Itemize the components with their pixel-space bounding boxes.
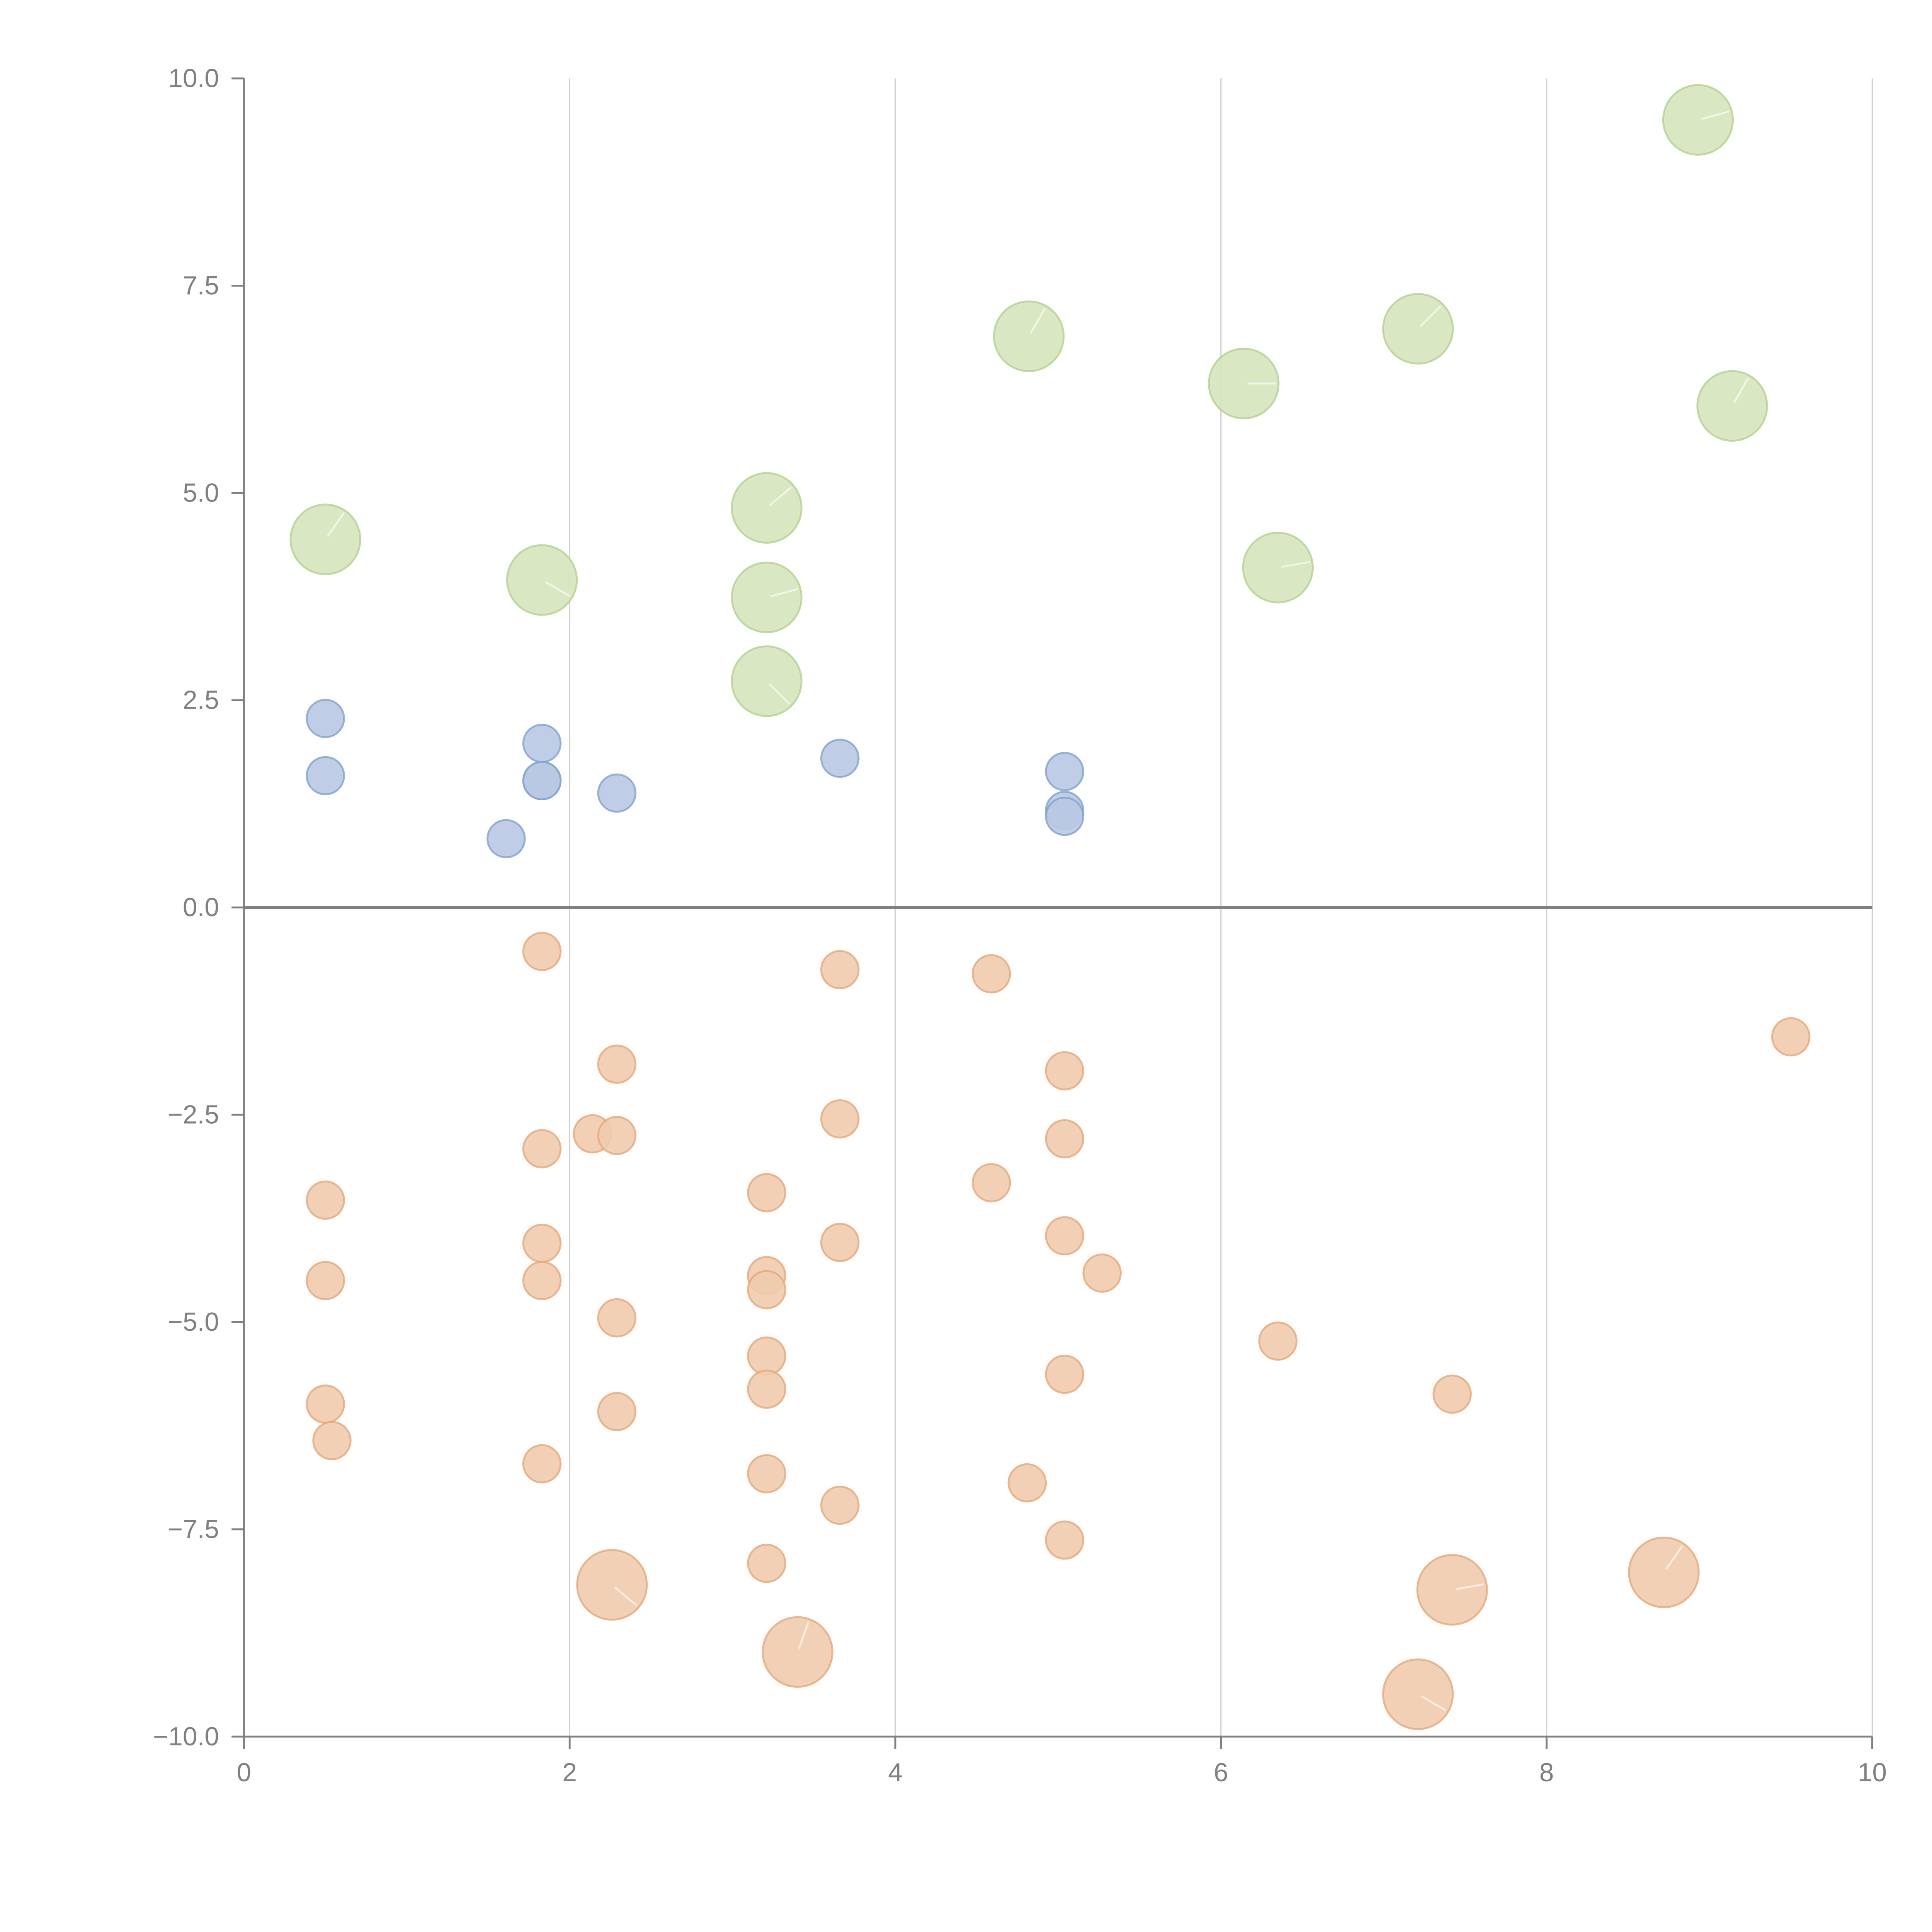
marker-highlight (1665, 1545, 1684, 1570)
data-point-orange-34 (820, 1485, 860, 1525)
data-point-orange-12 (747, 1173, 786, 1213)
data-point-orange-large-1 (762, 1616, 833, 1688)
data-point-orange-24 (747, 1336, 786, 1376)
x-tick-label: 10 (1858, 1758, 1887, 1787)
y-tick-label: 10.0 (168, 64, 219, 93)
marker-highlight (1456, 1583, 1485, 1590)
marker-highlight (769, 683, 791, 705)
data-point-orange-28 (306, 1384, 345, 1424)
data-point-orange-33 (1007, 1463, 1047, 1503)
data-point-orange-21 (747, 1270, 786, 1310)
data-point-orange-6 (820, 1099, 860, 1139)
series-blue (306, 699, 1084, 859)
data-point-green-2 (731, 472, 803, 544)
marker-highlight (1030, 308, 1046, 334)
data-point-blue-5 (486, 819, 526, 859)
data-point-green-3 (731, 561, 803, 633)
data-point-orange-9 (1045, 1119, 1084, 1158)
data-point-blue-0 (306, 699, 345, 738)
marker-highlight (327, 512, 345, 537)
data-point-orange-4 (597, 1044, 637, 1084)
data-point-orange-16 (522, 1223, 562, 1263)
series-orange-large (576, 1536, 1700, 1730)
data-point-orange-11 (971, 1163, 1011, 1202)
data-point-orange-30 (312, 1421, 352, 1460)
data-point-orange-large-4 (1382, 1658, 1454, 1730)
data-point-green-10 (1696, 370, 1768, 442)
y-tick-label: 0.0 (183, 893, 219, 922)
data-point-green-5 (993, 300, 1065, 372)
y-tick-label: −7.5 (167, 1515, 219, 1544)
data-point-blue-8 (1045, 752, 1084, 791)
data-point-orange-17 (1082, 1253, 1122, 1293)
x-tick-label: 0 (237, 1758, 252, 1787)
data-point-orange-29 (597, 1392, 637, 1431)
data-point-orange-large-2 (1416, 1554, 1488, 1626)
data-point-orange-25 (1045, 1354, 1084, 1394)
data-point-green-9 (1662, 84, 1734, 156)
data-point-orange-large-3 (1628, 1536, 1700, 1608)
y-tick-label: −10.0 (153, 1722, 219, 1751)
series-orange (306, 932, 1811, 1583)
data-point-orange-3 (1771, 1017, 1811, 1057)
series-green (289, 84, 1768, 717)
data-point-orange-1 (820, 950, 860, 990)
data-point-blue-4 (522, 761, 562, 801)
data-point-orange-0 (522, 932, 562, 971)
y-tick-label: 2.5 (183, 686, 219, 715)
data-point-orange-20 (522, 1261, 562, 1300)
data-point-green-4 (731, 645, 803, 717)
data-point-orange-26 (747, 1369, 786, 1409)
y-tick-label: −2.5 (167, 1100, 219, 1129)
marker-highlight (1733, 377, 1749, 403)
y-tick-label: −5.0 (167, 1308, 219, 1337)
x-tick-label: 2 (562, 1758, 577, 1787)
marker-highlight (1281, 561, 1310, 568)
data-point-orange-32 (747, 1454, 786, 1493)
marker-highlight (1420, 305, 1442, 327)
data-point-orange-36 (747, 1544, 786, 1583)
data-point-orange-15 (820, 1223, 860, 1262)
data-point-orange-22 (597, 1298, 637, 1338)
marker-highlight (614, 1586, 638, 1607)
data-point-orange-10 (522, 1129, 562, 1168)
data-point-orange-27 (1432, 1374, 1472, 1414)
marker-highlight (769, 486, 792, 507)
y-axis-ticks: 10.0 7.5 5.0 2.5 0.0 −2.5 −5.0 −7.5 −10.0 (153, 64, 244, 1751)
data-point-green-6 (1208, 347, 1280, 420)
data-point-orange-5 (1045, 1051, 1084, 1091)
y-tick-label: 5.0 (183, 478, 219, 507)
data-point-orange-13 (306, 1180, 345, 1220)
data-point-green-8 (1382, 293, 1454, 365)
data-point-orange-large-0 (576, 1549, 648, 1621)
data-point-blue-6 (597, 773, 637, 813)
data-point-orange-31 (522, 1444, 562, 1484)
marker-highlight (798, 1621, 810, 1649)
data-point-blue-10 (1045, 796, 1084, 836)
marker-highlight (1701, 111, 1730, 120)
data-point-orange-2 (971, 954, 1011, 993)
data-point-green-1 (506, 544, 578, 616)
x-tick-label: 6 (1214, 1758, 1228, 1787)
data-points (289, 84, 1811, 1730)
marker-highlight (1420, 1695, 1447, 1711)
data-point-orange-23 (1258, 1321, 1298, 1361)
x-axis-ticks: 0 2 4 6 8 10 (237, 1736, 1887, 1787)
marker-highlight (544, 581, 571, 597)
x-tick-label: 4 (888, 1758, 903, 1787)
marker-highlight (770, 588, 798, 597)
data-point-green-7 (1242, 532, 1314, 604)
y-tick-label: 7.5 (183, 271, 219, 300)
data-point-orange-35 (1045, 1520, 1084, 1560)
data-point-blue-1 (306, 756, 345, 796)
data-point-blue-7 (820, 738, 860, 778)
data-point-orange-8 (597, 1116, 637, 1155)
data-point-green-0 (289, 503, 361, 575)
data-point-orange-19 (306, 1261, 345, 1300)
data-point-orange-14 (1045, 1216, 1084, 1255)
x-tick-label: 8 (1539, 1758, 1554, 1787)
data-point-blue-2 (522, 724, 562, 763)
